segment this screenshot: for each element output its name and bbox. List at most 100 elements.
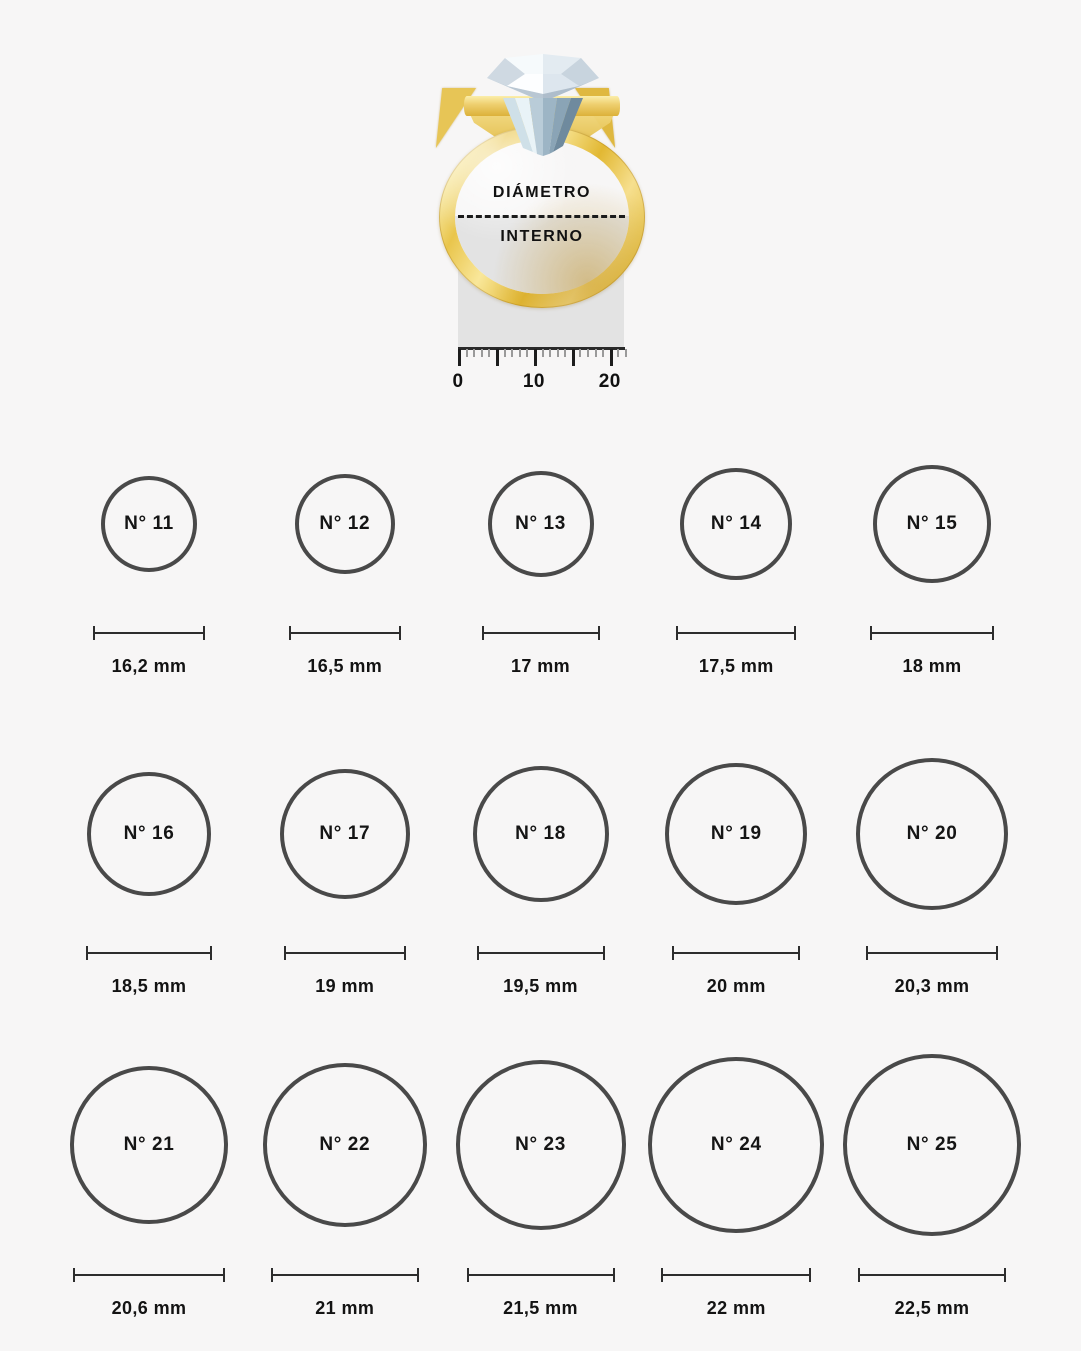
ring-circle-zone: N° 16 [60, 740, 238, 928]
ruler-tick-minor [549, 349, 552, 357]
ring-size-cell[interactable]: N° 13 17 mm [452, 440, 630, 740]
measure-bar-cap-left [466, 1268, 469, 1282]
measure-bar-line [270, 1274, 419, 1276]
measure-bar-line [672, 952, 801, 954]
ring-size-circle[interactable]: N° 19 [665, 763, 808, 905]
diameter-measure-bar [672, 946, 801, 960]
diameter-mm-label: 18 mm [902, 656, 962, 676]
ring-size-cell[interactable]: N° 22 21 mm [256, 1040, 434, 1351]
ruler-number: 0 [452, 371, 464, 392]
measure-bar-line [481, 632, 600, 634]
measure-bar-cap-left [481, 626, 484, 640]
ring-size-cell[interactable]: N° 14 17,5 mm [647, 440, 825, 740]
diameter-dashed-line [458, 215, 625, 218]
ring-size-cell[interactable]: N° 21 20,6 mm [60, 1040, 238, 1351]
diameter-measure-bar [73, 1268, 225, 1282]
ring-size-cell[interactable]: N° 12 16,5 mm [256, 440, 434, 740]
ruler-tick-major [609, 349, 613, 366]
diameter-mm-label: 19 mm [315, 976, 375, 996]
diameter-mm-label: 17 mm [510, 656, 571, 676]
ring-size-circle[interactable]: N° 23 [455, 1060, 626, 1230]
ring-size-cell[interactable]: N° 18 19,5 mm [452, 740, 630, 1040]
ring-size-cell[interactable]: N° 16 18,5 mm [60, 740, 238, 1040]
ruler: 0 10 20 [452, 347, 627, 393]
ring-size-cell[interactable]: N° 25 22,5 mm [843, 1040, 1021, 1351]
diameter-measure-bar [661, 1268, 812, 1282]
measure-bar-cap-left [270, 1268, 273, 1282]
measure-bar-cap-left [858, 1268, 860, 1282]
ring-size-cell[interactable]: N° 23 21,5 mm [452, 1040, 630, 1351]
ring-size-circle[interactable]: N° 14 [680, 468, 793, 580]
ring-circle-zone: N° 24 [647, 1040, 825, 1250]
ring-size-circle[interactable]: N° 12 [294, 474, 395, 574]
ring-size-number-label: N° 23 [515, 1134, 566, 1155]
ring-size-circle[interactable]: N° 11 [101, 476, 197, 572]
ring-size-cell[interactable]: N° 11 16,2 mm [60, 440, 238, 740]
ruler-tick-minor [488, 349, 491, 357]
ring-circle-zone: N° 12 [256, 440, 434, 608]
diameter-mm-label: 21 mm [315, 1298, 375, 1318]
ruler-number: 10 [522, 371, 545, 392]
ruler-tick-major [571, 349, 575, 366]
ring-size-circle[interactable]: N° 13 [487, 471, 594, 577]
diameter-measure-bar [466, 1268, 615, 1282]
ring-size-number-label: N° 14 [710, 513, 762, 534]
ring-circle-zone: N° 15 [843, 440, 1021, 608]
diameter-mm-label: 16,5 mm [307, 656, 383, 676]
ruler-tick-minor [564, 349, 567, 357]
ring-diagram: DIÁMETRO INTERNO 0 10 20 [0, 0, 1081, 440]
ring-size-circle[interactable]: N° 20 [856, 758, 1008, 910]
diameter-measure-bar [866, 946, 998, 960]
ruler-tick-minor [579, 349, 582, 357]
ruler-number-labels: 0 10 20 [444, 371, 639, 395]
ring-circle-zone: N° 21 [60, 1040, 238, 1250]
measure-bar-line [676, 632, 797, 634]
ring-size-circle[interactable]: N° 22 [262, 1063, 427, 1227]
measure-bar-cap-right [794, 626, 797, 640]
ring-size-cell[interactable]: N° 20 20,3 mm [843, 740, 1021, 1040]
diameter-mm-label: 21,5 mm [503, 1298, 578, 1318]
ring-size-number-label: N° 17 [319, 823, 371, 844]
ruler-tick-minor [511, 349, 514, 357]
ring-size-circle[interactable]: N° 18 [472, 766, 609, 902]
diameter-mm-label: 22,5 mm [894, 1298, 970, 1318]
diameter-mm-label: 18,5 mm [111, 976, 187, 996]
ruler-tick-minor [480, 349, 483, 357]
measure-bar-cap-left [866, 946, 868, 960]
measure-bar-cap-right [809, 1268, 812, 1282]
measure-bar-cap-left [672, 946, 675, 960]
measure-bar-cap-right [612, 1268, 615, 1282]
ring-circle-zone: N° 14 [647, 440, 825, 608]
ring-size-circle[interactable]: N° 16 [87, 772, 211, 896]
ruler-tick-minor [503, 349, 506, 357]
measure-bar-line [870, 632, 994, 634]
ring-circle-zone: N° 25 [843, 1040, 1021, 1250]
measure-bar-line [466, 1274, 615, 1276]
ring-size-circle[interactable]: N° 25 [843, 1054, 1021, 1236]
measure-bar-cap-left [73, 1268, 75, 1282]
ring-size-cell[interactable]: N° 24 22 mm [647, 1040, 825, 1351]
diameter-measure-bar [870, 626, 994, 640]
ring-size-cell[interactable]: N° 15 18 mm [843, 440, 1021, 740]
diameter-mm-label: 22 mm [706, 1298, 766, 1318]
ring-size-number-label: N° 25 [906, 1134, 958, 1155]
ring-size-circle[interactable]: N° 17 [279, 769, 410, 899]
ring-size-circle[interactable]: N° 15 [873, 465, 991, 583]
ruler-tick-minor [625, 349, 627, 357]
diagram-stage: DIÁMETRO INTERNO 0 10 20 [0, 0, 1081, 440]
measure-bar-cap-right [210, 946, 212, 960]
ring-size-cell[interactable]: N° 19 20 mm [647, 740, 825, 1040]
diameter-measure-bar [288, 626, 401, 640]
measure-bar-line [93, 632, 205, 634]
diameter-measure-bar [676, 626, 797, 640]
ring-size-grid: N° 11 16,2 mm N° 12 16,5 mm N° 13 17 mm N° 14 1… [0, 440, 1081, 1351]
ring-circle-zone: N° 18 [452, 740, 630, 928]
diameter-measure-bar [86, 946, 212, 960]
ruler-tick-minor [587, 349, 590, 357]
measure-bar-line [661, 1274, 812, 1276]
measure-bar-line [86, 952, 212, 954]
ring-size-circle[interactable]: N° 21 [70, 1066, 228, 1224]
ring-size-circle[interactable]: N° 24 [648, 1057, 825, 1233]
ring-size-cell[interactable]: N° 17 19 mm [256, 740, 434, 1040]
measure-bar-cap-left [86, 946, 88, 960]
